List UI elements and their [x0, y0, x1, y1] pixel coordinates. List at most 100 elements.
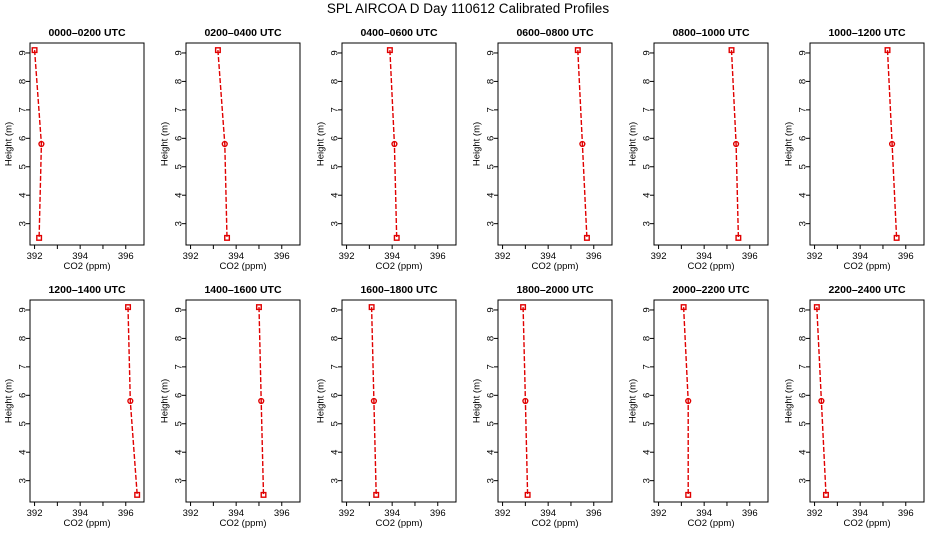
data-point-square [822, 491, 829, 498]
y-tick-label: 6 [641, 136, 652, 141]
panel-title: 0400–0600 UTC [360, 27, 437, 39]
y-tick-label: 3 [17, 221, 28, 226]
data-point-square [520, 304, 527, 311]
x-tick-label: 396 [742, 508, 758, 519]
x-tick-label: 396 [274, 508, 290, 519]
data-point-square [224, 234, 231, 241]
panel-title: 1200–1400 UTC [48, 284, 125, 296]
y-tick-label: 5 [17, 421, 28, 426]
data-point-square [524, 491, 531, 498]
plot-frame [185, 299, 301, 503]
y-tick-label: 7 [17, 107, 28, 112]
y-tick-label: 9 [17, 307, 28, 312]
y-tick-label: 5 [797, 164, 808, 169]
x-tick-label: 392 [807, 251, 823, 262]
profile-panel: 0600–0800 UTC 392 394 396 CO2 (ppm) 3 4 5 6 7 8 9 He… [471, 27, 613, 272]
x-axis-label: CO2 (ppm) [376, 261, 423, 272]
x-tick-label: 392 [339, 508, 355, 519]
x-axis-label: CO2 (ppm) [64, 261, 111, 272]
y-tick-label: 3 [329, 221, 340, 226]
y-tick-label: 8 [485, 336, 496, 341]
profile-panel: 1600–1800 UTC 392 394 396 CO2 (ppm) 3 4 5 6 7 8 9 He… [315, 284, 457, 529]
y-tick-label: 7 [17, 364, 28, 369]
x-tick-label: 396 [742, 251, 758, 262]
profile-panel: 1400–1600 UTC 392 394 396 CO2 (ppm) 3 4 5 6 7 8 9 He… [159, 284, 301, 529]
y-axis-label: Height (m) [159, 122, 170, 166]
data-point-square [893, 234, 900, 241]
y-tick-label: 4 [17, 193, 28, 198]
y-tick-label: 4 [173, 193, 184, 198]
y-tick-label: 6 [329, 136, 340, 141]
x-tick-label: 396 [118, 508, 134, 519]
plot-frame [497, 299, 613, 503]
y-tick-label: 7 [485, 364, 496, 369]
y-tick-label: 5 [641, 421, 652, 426]
data-point-circle [522, 397, 529, 405]
y-tick-label: 7 [173, 364, 184, 369]
panel-title: 1800–2000 UTC [516, 284, 593, 296]
plot-frame [341, 42, 457, 246]
y-tick-label: 9 [17, 50, 28, 55]
y-tick-label: 7 [797, 364, 808, 369]
panel-title: 0600–0800 UTC [516, 27, 593, 39]
data-point-circle [38, 140, 45, 148]
y-tick-label: 4 [485, 193, 496, 198]
page-title: SPL AIRCOA D Day 110612 Calibrated Profi… [326, 1, 610, 16]
x-tick-label: 394 [696, 508, 712, 519]
y-tick-label: 7 [329, 107, 340, 112]
x-tick-label: 396 [586, 508, 602, 519]
data-point-square [393, 234, 400, 241]
y-axis-label: Height (m) [783, 379, 794, 423]
y-tick-label: 8 [641, 336, 652, 341]
y-tick-label: 4 [17, 450, 28, 455]
y-tick-label: 3 [641, 221, 652, 226]
data-point-square [36, 234, 43, 241]
x-tick-label: 392 [495, 251, 511, 262]
data-point-square [680, 304, 687, 311]
y-axis-label: Height (m) [471, 379, 482, 423]
panel-title: 0200–0400 UTC [204, 27, 281, 39]
panel-title: 2000–2200 UTC [672, 284, 749, 296]
x-tick-label: 392 [651, 251, 667, 262]
x-tick-label: 392 [183, 508, 199, 519]
data-point-circle [258, 397, 265, 405]
profile-panel: 0800–1000 UTC 392 394 396 CO2 (ppm) 3 4 5 6 7 8 9 He… [627, 27, 769, 272]
plot-frame [29, 299, 145, 503]
y-tick-label: 6 [641, 393, 652, 398]
x-tick-label: 396 [118, 251, 134, 262]
y-tick-label: 8 [173, 336, 184, 341]
x-axis-label: CO2 (ppm) [64, 518, 111, 529]
x-axis-label: CO2 (ppm) [688, 261, 735, 272]
y-tick-label: 6 [797, 136, 808, 141]
y-tick-label: 9 [641, 307, 652, 312]
y-tick-label: 3 [329, 478, 340, 483]
y-tick-label: 4 [641, 193, 652, 198]
x-axis-label: CO2 (ppm) [220, 261, 267, 272]
data-point-circle [818, 397, 825, 405]
x-tick-label: 396 [274, 251, 290, 262]
profile-line [816, 307, 827, 495]
panel-title: 0800–1000 UTC [672, 27, 749, 39]
data-point-circle [221, 140, 228, 148]
x-axis-label: CO2 (ppm) [844, 518, 891, 529]
x-tick-label: 394 [228, 251, 244, 262]
plot-frame [653, 42, 769, 246]
plot-frame [809, 42, 925, 246]
y-axis-label: Height (m) [471, 122, 482, 166]
panel-title: 2200–2400 UTC [828, 284, 905, 296]
y-tick-label: 4 [173, 450, 184, 455]
x-tick-label: 396 [586, 251, 602, 262]
y-tick-label: 5 [17, 164, 28, 169]
plot-frame [497, 42, 613, 246]
x-axis-label: CO2 (ppm) [532, 518, 579, 529]
y-tick-label: 8 [485, 79, 496, 84]
x-axis-label: CO2 (ppm) [376, 518, 423, 529]
y-tick-label: 5 [173, 421, 184, 426]
x-tick-label: 394 [540, 251, 556, 262]
data-point-square [583, 234, 590, 241]
data-point-square [574, 47, 581, 54]
profile-panel: 0200–0400 UTC 392 394 396 CO2 (ppm) 3 4 5 6 7 8 9 He… [159, 27, 301, 272]
x-tick-label: 394 [852, 251, 868, 262]
panel-title: 0000–0200 UTC [48, 27, 125, 39]
y-axis-label: Height (m) [3, 379, 14, 423]
